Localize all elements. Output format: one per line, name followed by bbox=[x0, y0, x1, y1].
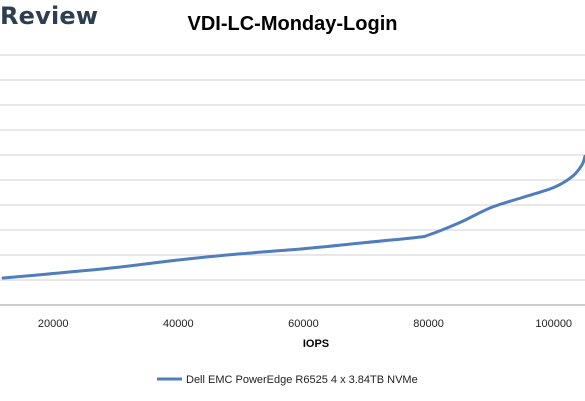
x-tick-label-100000: 100000 bbox=[535, 318, 572, 330]
brand-logo-text: Review bbox=[0, 2, 99, 30]
series-points bbox=[1, 155, 585, 280]
series-line-dell-emc bbox=[1, 154, 585, 280]
x-tick-labels: 20000 40000 60000 80000 100000 bbox=[38, 318, 572, 330]
x-tick-label-80000: 80000 bbox=[413, 318, 444, 330]
chart-title: VDI-LC-Monday-Login bbox=[187, 13, 398, 35]
data-point-9 bbox=[458, 221, 462, 224]
data-point-5 bbox=[302, 247, 305, 250]
data-point-11 bbox=[521, 196, 524, 199]
gridlines bbox=[0, 54, 585, 281]
data-point-13 bbox=[571, 175, 574, 178]
legend: Dell EMC PowerEdge R6525 4 x 3.84TB NVMe bbox=[157, 374, 418, 386]
data-point-7 bbox=[414, 236, 418, 239]
data-point-1 bbox=[51, 272, 55, 275]
x-tick-label-40000: 40000 bbox=[163, 318, 194, 330]
data-point-2 bbox=[114, 266, 117, 269]
data-point-0 bbox=[1, 276, 5, 280]
x-tick-label-20000: 20000 bbox=[38, 318, 69, 330]
legend-label: Dell EMC PowerEdge R6525 4 x 3.84TB NVMe bbox=[186, 374, 418, 386]
data-point-10 bbox=[489, 206, 493, 209]
data-point-6 bbox=[364, 241, 368, 244]
data-point-3 bbox=[177, 258, 180, 262]
data-point-8 bbox=[427, 233, 430, 237]
data-point-14 bbox=[580, 163, 584, 167]
x-tick-label-60000: 60000 bbox=[288, 318, 319, 330]
data-point-4 bbox=[239, 252, 243, 255]
x-axis-label: IOPS bbox=[303, 338, 329, 350]
data-point-12 bbox=[552, 186, 555, 189]
